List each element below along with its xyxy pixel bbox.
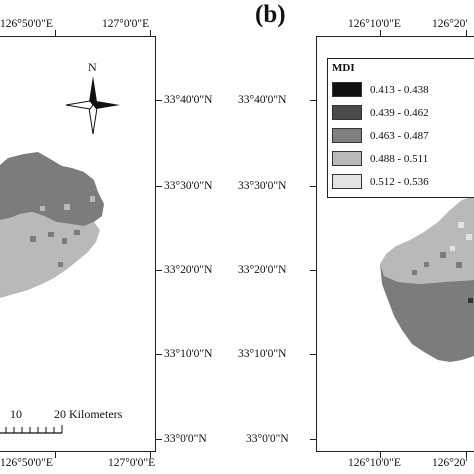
scale-label-10: 10 — [10, 407, 22, 421]
legend-title: MDI — [332, 62, 355, 74]
lat-tick-a-1 — [156, 186, 162, 187]
legend-swatch — [332, 128, 362, 143]
lat-label-b-4: 33°0'0"N — [246, 433, 289, 445]
lon-tick-bottom-a-1 — [150, 452, 151, 458]
legend-item: 0.488 - 0.511 — [332, 150, 472, 167]
zone-mid-grey-a — [0, 152, 104, 226]
lat-tick-b-3 — [310, 354, 316, 355]
lat-tick-b-0 — [310, 100, 316, 101]
lat-label-b-0: 33°40'0"N — [238, 94, 287, 106]
lat-tick-b-4 — [310, 439, 316, 440]
lat-tick-a-3 — [156, 354, 162, 355]
legend-item: 0.463 - 0.487 — [332, 127, 472, 144]
raster-speckles-black-b — [468, 298, 473, 303]
lon-label-top-b-1: 126°20' — [432, 18, 468, 30]
legend-swatch — [332, 151, 362, 166]
legend-swatch — [332, 174, 362, 189]
zone-mid-grey-b — [380, 264, 474, 362]
lon-label-top-b-0: 126°10'0"E — [348, 18, 401, 30]
lon-tick-top-b-1 — [466, 30, 467, 36]
lon-tick-bottom-a-0 — [55, 452, 56, 458]
lat-tick-a-4 — [156, 439, 162, 440]
legend-mdi: MDI 0.413 - 0.438 0.439 - 0.462 0.463 - … — [327, 58, 474, 198]
raster-speckles-a — [30, 208, 92, 267]
lat-label-b-1: 33°30'0"N — [238, 180, 287, 192]
lon-tick-top-b-0 — [380, 30, 381, 36]
lon-label-bottom-b-0: 126°10'0"E — [348, 457, 401, 469]
lon-tick-top-a-1 — [150, 30, 151, 36]
lat-label-b-2: 33°20'0"N — [238, 264, 287, 276]
lat-label-a-4: 33°0'0"N — [164, 433, 207, 445]
lat-tick-b-1 — [310, 186, 316, 187]
lon-tick-bottom-b-0 — [380, 452, 381, 458]
raster-speckles-light-a — [40, 196, 95, 211]
legend-range: 0.439 - 0.462 — [370, 107, 429, 119]
panel-letter-b: (b) — [255, 1, 286, 28]
legend-range: 0.413 - 0.438 — [370, 84, 429, 96]
raster-speckles-dark-b — [412, 252, 462, 275]
legend-item: 0.512 - 0.536 — [332, 173, 472, 190]
lon-label-bottom-a-0: 126°50'0"E — [0, 457, 53, 469]
legend-range: 0.488 - 0.511 — [370, 153, 429, 165]
lat-label-b-3: 33°10'0"N — [238, 348, 287, 360]
legend-item: 0.439 - 0.462 — [332, 104, 472, 121]
scale-label-20-km: 20 Kilometers — [54, 407, 123, 421]
lon-label-bottom-a-1: 127°0'0"E — [108, 457, 156, 469]
zone-light-grey-b — [380, 196, 474, 284]
raster-speckles-b — [450, 222, 472, 251]
legend-swatch — [332, 82, 362, 97]
lat-label-a-1: 33°30'0"N — [164, 180, 213, 192]
lon-tick-bottom-b-1 — [466, 452, 467, 458]
lon-label-top-a-1: 127°0'0"E — [102, 18, 150, 30]
lon-label-bottom-b-1: 126°20' — [432, 457, 468, 469]
lat-tick-a-0 — [156, 100, 162, 101]
lon-label-top-a-0: 126°50'0"E — [0, 18, 53, 30]
legend-range: 0.463 - 0.487 — [370, 130, 429, 142]
lat-tick-a-2 — [156, 270, 162, 271]
lat-label-a-3: 33°10'0"N — [164, 348, 213, 360]
north-label: N — [88, 60, 97, 74]
lon-tick-top-a-0 — [55, 30, 56, 36]
lat-label-a-0: 33°40'0"N — [164, 94, 213, 106]
legend-item: 0.413 - 0.438 — [332, 81, 472, 98]
lat-tick-b-2 — [310, 270, 316, 271]
lat-label-a-2: 33°20'0"N — [164, 264, 213, 276]
legend-range: 0.512 - 0.536 — [370, 176, 429, 188]
legend-swatch — [332, 105, 362, 120]
